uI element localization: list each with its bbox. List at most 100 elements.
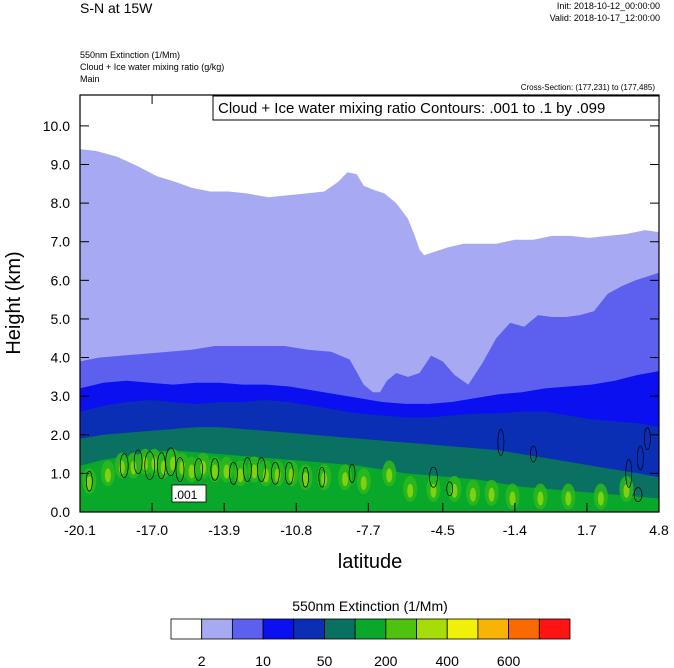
y-tick-label-1: 1.0 — [51, 465, 71, 481]
yellow-green-core-13 — [237, 468, 244, 483]
cloud-contours — [82, 427, 651, 510]
yellow-green-core-2 — [118, 460, 125, 475]
cloud-contour-22 — [637, 445, 644, 471]
contour-label: .001 — [174, 488, 198, 502]
colorbar-title: 550nm Extinction (1/Mm) — [292, 598, 448, 614]
yellow-green-core-12 — [223, 464, 230, 479]
cloud-contour-9 — [229, 462, 238, 485]
x-axis-title: latitude — [338, 551, 403, 573]
cloud-contour-19 — [497, 429, 505, 456]
cloud-contour-13 — [284, 462, 294, 485]
plot-frame — [79, 94, 660, 513]
colorbar-box-8 — [416, 618, 448, 640]
y-tick-label-0: 0.0 — [51, 504, 71, 520]
cloud-contour-17 — [429, 466, 438, 488]
colorbar-label-4: 400 — [436, 653, 460, 668]
cloud-contour-23 — [644, 427, 651, 450]
yellow-green-core-16 — [274, 468, 281, 483]
colorbar-box-12 — [538, 618, 571, 640]
cloud-contour-5 — [165, 447, 177, 477]
yellow-green-core-11 — [211, 464, 218, 479]
x-tick-label-1: -17.0 — [136, 522, 168, 538]
colorbar-box-5 — [324, 618, 356, 640]
yellow-green-core-32 — [623, 483, 630, 498]
x-tick-label-2: -13.9 — [208, 522, 240, 538]
yellow-green-core-19 — [321, 472, 328, 487]
cloud-contour-16 — [348, 464, 356, 483]
yellow-green-core-10 — [200, 460, 207, 475]
yellow-green-core-31 — [597, 491, 604, 506]
x-tick-label-6: -1.4 — [503, 522, 527, 538]
colorbar-box-0 — [170, 618, 203, 640]
yellow-green-core-9 — [188, 464, 195, 479]
plot-area — [80, 95, 659, 512]
yellow-green-core-18 — [302, 472, 309, 487]
yellow-green-core-24 — [430, 483, 437, 498]
valid-time: Valid: 2018-10-17_12:00:00 — [549, 13, 660, 23]
colorbar-box-2 — [231, 618, 264, 640]
y-tick-label-6: 6.0 — [51, 272, 71, 288]
colorbar-box-4 — [293, 618, 325, 640]
y-axis-title: Height (km) — [3, 251, 25, 354]
init-time: Init: 2018-10-12_00:00:00 — [556, 1, 660, 11]
x-tick-label-0: -20.1 — [64, 522, 96, 538]
yellow-green-core-27 — [488, 487, 495, 502]
yellow-green-core-23 — [407, 483, 414, 498]
contour-annotation-box — [212, 95, 660, 121]
contour-label-box — [171, 484, 207, 503]
yellow-green-core-28 — [509, 491, 516, 506]
cloud-contour-1 — [119, 453, 129, 479]
colorbar-box-3 — [262, 618, 295, 640]
colorbar-box-10 — [477, 618, 510, 640]
yellow-green-core-21 — [360, 476, 367, 491]
colorbar-box-7 — [385, 618, 417, 640]
colorbar-label-3: 200 — [374, 653, 398, 668]
yellow-green-core-17 — [288, 468, 295, 483]
field-label-main: Main — [80, 74, 100, 84]
colorbar-label-2: 50 — [317, 653, 333, 668]
y-tick-label-8: 8.0 — [51, 195, 71, 211]
yellow-green-core-26 — [469, 487, 476, 502]
yellow-green-core-15 — [263, 468, 270, 483]
yellow-green-core-29 — [537, 491, 544, 506]
axes: -20.1 -17.0 -13.9 -10.8 -7.7 -4.5 -1.4 1.7 4.8 0.… — [43, 95, 669, 538]
y-tick-label-5: 5.0 — [51, 311, 71, 327]
yellow-green-core-14 — [251, 464, 258, 479]
colorbar-box-6 — [354, 618, 387, 640]
cloud-contour-21 — [625, 459, 633, 488]
x-tick-label-8: 4.8 — [649, 522, 669, 538]
y-tick-label-4: 4.0 — [51, 350, 71, 366]
cloud-contour-0 — [85, 470, 93, 492]
colorbar-box-9 — [446, 618, 479, 640]
x-tick-label-7: 1.7 — [577, 522, 597, 538]
y-tick-label-2: 2.0 — [51, 427, 71, 443]
yellow-green-core-22 — [386, 468, 393, 483]
colorbar-box-11 — [508, 618, 540, 640]
cloud-contour-8 — [210, 458, 220, 481]
yellow-green-core-30 — [565, 491, 572, 506]
y-tick-label-9: 9.0 — [51, 157, 71, 173]
cloud-contour-3 — [144, 451, 156, 481]
field-label-extinction: 550nm Extinction (1/Mm) — [80, 50, 181, 60]
x-tick-label-5: -4.5 — [431, 522, 455, 538]
y-tick-label-7: 7.0 — [51, 234, 71, 250]
colorbar-label-0: 2 — [198, 653, 206, 668]
contour-annotation: Cloud + Ice water mixing ratio Contours:… — [218, 100, 605, 117]
colorbar-label-1: 10 — [255, 653, 271, 668]
cloud-contour-6 — [175, 457, 185, 482]
cloud-contour-11 — [257, 457, 266, 482]
yellow-green-core-20 — [342, 472, 349, 487]
cloud-contour-24 — [633, 487, 643, 502]
plot-title: S-N at 15W — [80, 0, 153, 16]
colorbar: 2 10 50 200 400 600 — [170, 618, 571, 668]
cloud-contour-2 — [133, 449, 143, 475]
cloud-contour-15 — [318, 466, 326, 488]
yellow-green-core-0 — [86, 476, 93, 491]
yellow-green-core-3 — [130, 460, 137, 475]
cloud-contour-12 — [270, 462, 280, 485]
field-label-mixing-ratio: Cloud + Ice water mixing ratio (g/kg) — [80, 62, 225, 72]
cloud-contour-18 — [446, 481, 454, 497]
yellow-green-core-8 — [179, 460, 186, 475]
colorbar-label-5: 600 — [497, 653, 521, 668]
